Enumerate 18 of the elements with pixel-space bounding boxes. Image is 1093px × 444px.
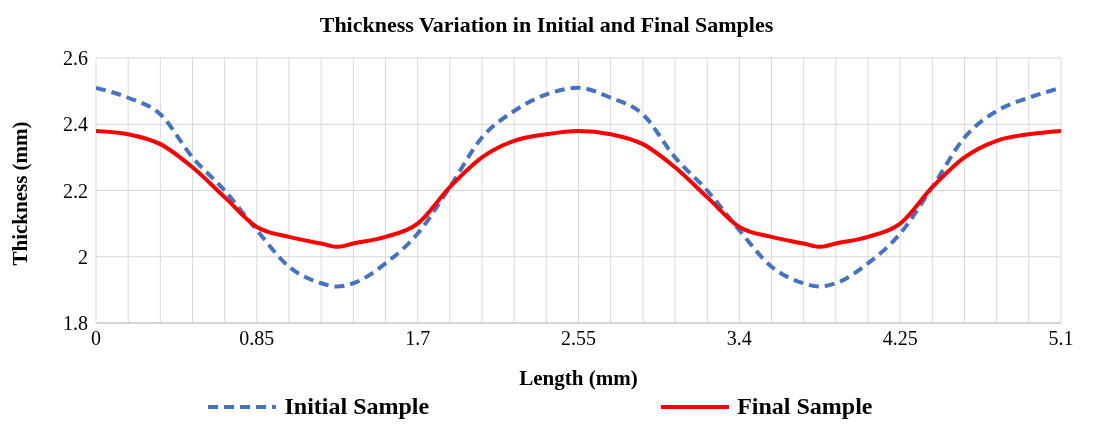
x-tick-label: 3.4 bbox=[726, 327, 752, 350]
legend-label: Final Sample bbox=[737, 393, 873, 420]
x-tick-label: 0.85 bbox=[239, 327, 275, 350]
x-tick-label: 5.1 bbox=[1048, 327, 1074, 350]
x-tick-label: 2.55 bbox=[561, 327, 596, 350]
chart-title: Thickness Variation in Initial and Final Samples bbox=[318, 11, 775, 39]
y-tick-label: 2 bbox=[78, 245, 88, 268]
y-axis-title: Thickness (mm) bbox=[8, 121, 33, 266]
legend-label: Initial Sample bbox=[284, 393, 430, 420]
y-tick-label: 1.8 bbox=[63, 312, 88, 335]
line-series bbox=[96, 128, 1061, 249]
y-tick-label: 2.6 bbox=[63, 47, 88, 70]
x-tick-label: 4.25 bbox=[882, 327, 918, 350]
y-tick-label: 2.4 bbox=[63, 113, 88, 136]
y-tick-label: 2.2 bbox=[63, 179, 88, 202]
x-tick-label: 1.7 bbox=[405, 327, 431, 350]
x-axis-title: Length (mm) bbox=[519, 366, 638, 390]
x-tick-label: 0 bbox=[91, 327, 101, 350]
